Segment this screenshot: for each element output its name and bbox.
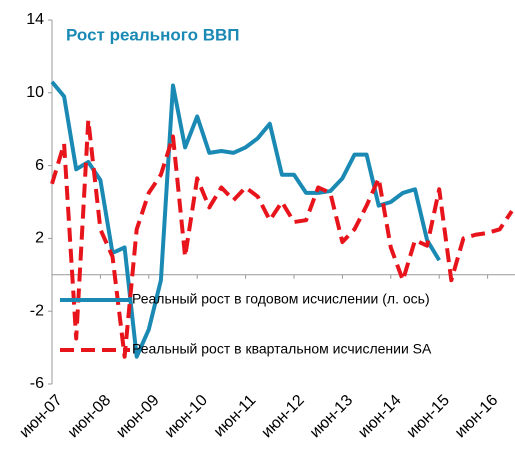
- legend-entry: Реальный рост в квартальном исчислении S…: [60, 341, 432, 357]
- x-tick-label: июн-08: [65, 392, 115, 442]
- x-tick-label: июн-13: [307, 392, 357, 442]
- series-line: [50, 80, 441, 359]
- x-tick-label: июн-09: [113, 392, 163, 442]
- series-line: [50, 118, 514, 359]
- x-tick-label: июн-12: [258, 392, 308, 442]
- x-tick-label: июн-10: [162, 392, 212, 442]
- legend-label: Реальный рост в квартальном исчислении S…: [132, 341, 432, 357]
- y-tick-label: 2: [35, 230, 44, 247]
- chart-title: Рост реального ВВП: [66, 25, 240, 44]
- y-tick-label: -6: [30, 375, 44, 392]
- x-tick-label: июн-07: [16, 392, 66, 442]
- legend-entry: Реальный рост в годовом исчислении (л. о…: [60, 291, 430, 307]
- legend-label: Реальный рост в годовом исчислении (л. о…: [132, 291, 430, 307]
- x-tick-label: июн-16: [452, 392, 502, 442]
- x-tick-label: июн-11: [211, 392, 260, 441]
- y-tick-label: 14: [26, 11, 44, 28]
- y-tick-label: -2: [30, 302, 44, 319]
- y-tick-label: 10: [26, 84, 44, 101]
- x-tick-label: июн-15: [404, 392, 454, 442]
- y-tick-label: 6: [35, 157, 44, 174]
- x-tick-label: июн-14: [355, 392, 405, 442]
